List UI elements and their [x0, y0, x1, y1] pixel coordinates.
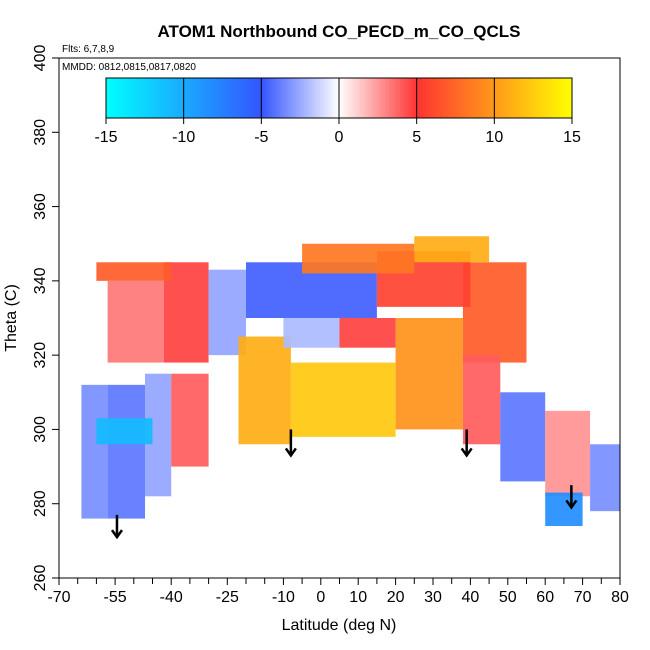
colorbar-tick-label-4: 5 — [412, 129, 421, 146]
arrow-marker-0 — [110, 514, 123, 540]
y-tick-label-0: 260 — [32, 565, 49, 592]
x-tick-label-13: 80 — [611, 589, 629, 606]
heatmap-band-14 — [590, 444, 620, 512]
x-tick-label-5: 0 — [316, 589, 325, 606]
arrow-marker-3 — [565, 485, 578, 510]
colorbar-tick-label-2: -5 — [254, 129, 268, 146]
heatmap-band-17 — [302, 243, 415, 274]
heatmap-band-10 — [462, 262, 527, 363]
x-tick-label-11: 60 — [536, 589, 554, 606]
arrow-marker-2 — [460, 429, 473, 458]
colorbar-tick-label-0: -15 — [94, 129, 117, 146]
x-tick-label-10: 50 — [499, 589, 517, 606]
heatmap-band-21 — [283, 318, 340, 348]
heatmap-band-22 — [339, 318, 396, 348]
x-tick-label-12: 70 — [574, 589, 592, 606]
heatmap-band-23 — [545, 492, 583, 526]
colorbar-tick-label-6: 15 — [563, 129, 581, 146]
y-tick-label-7: 400 — [32, 45, 49, 72]
chart-title: ATOM1 Northbound CO_PECD_m_CO_QCLS — [157, 22, 520, 41]
y-axis-label: Theta (C) — [3, 284, 20, 352]
heatmap-band-0 — [81, 384, 108, 519]
x-axis-label: Latitude (deg N) — [282, 617, 397, 634]
x-tick-label-0: -70 — [47, 589, 70, 606]
heatmap-band-19 — [96, 262, 172, 281]
colorbar-ticks: -15 -10 -5 0 5 10 15 — [94, 78, 581, 146]
heatmap-bands — [81, 236, 620, 526]
y-tick-label-1: 280 — [32, 490, 49, 517]
x-tick-label-4: -10 — [272, 589, 295, 606]
arrow-marker-1 — [284, 429, 297, 458]
heatmap-band-4 — [107, 280, 164, 363]
x-tick-label-2: -40 — [160, 589, 183, 606]
x-tick-label-6: 10 — [349, 589, 367, 606]
heatmap-band-7 — [238, 336, 291, 445]
y-tick-label-2: 300 — [32, 416, 49, 443]
heatmap-band-8 — [290, 362, 396, 437]
colorbar-tick-label-1: -10 — [172, 129, 195, 146]
x-tick-label-3: -25 — [216, 589, 239, 606]
y-axis: 260 280 300 320 340 360 380 400 — [32, 45, 59, 592]
heatmap-band-3 — [171, 373, 209, 467]
x-axis: -70 -55 -40 -25 -10 0 10 20 30 40 50 60 70 80 — [47, 578, 629, 606]
heatmap-band-1 — [107, 384, 146, 519]
heatmap-band-12 — [500, 392, 546, 482]
x-tick-label-1: -55 — [104, 589, 127, 606]
heatmap-band-9 — [395, 318, 463, 430]
heatmap-band-11 — [462, 355, 501, 445]
y-tick-label-3: 320 — [32, 342, 49, 369]
arrow-markers — [110, 429, 578, 540]
x-tick-label-7: 20 — [387, 589, 405, 606]
y-tick-label-6: 380 — [32, 119, 49, 146]
x-tick-label-8: 30 — [424, 589, 442, 606]
y-tick-label-4: 340 — [32, 267, 49, 294]
heatmap-band-20 — [96, 418, 153, 445]
heatmap-band-18 — [414, 236, 490, 263]
heatmap-band-13 — [545, 410, 591, 497]
x-tick-label-9: 40 — [462, 589, 480, 606]
y-tick-label-5: 360 — [32, 193, 49, 220]
flights-note: Flts: 6,7,8,9 — [62, 44, 115, 55]
colorbar-tick-label-5: 10 — [485, 129, 503, 146]
colorbar-tick-label-3: 0 — [335, 129, 344, 146]
dates-note: MMDD: 0812,0815,0817,0820 — [62, 62, 196, 73]
